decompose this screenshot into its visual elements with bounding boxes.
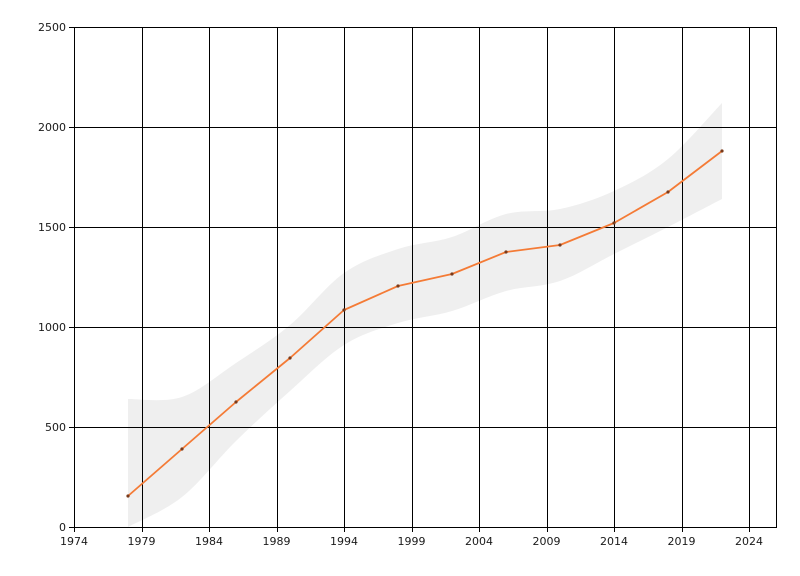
data-point-1986 — [234, 400, 238, 404]
data-point-1998 — [396, 284, 400, 288]
y-tick-label-1000: 1000 — [38, 321, 66, 334]
x-tick-label-1994: 1994 — [330, 535, 358, 548]
x-tick-label-1999: 1999 — [398, 535, 426, 548]
data-point-1990 — [288, 356, 292, 360]
x-tick-label-2014: 2014 — [600, 535, 628, 548]
confidence-band-layer — [128, 103, 722, 527]
y-tick-label-2000: 2000 — [38, 121, 66, 134]
data-point-2018 — [666, 190, 670, 194]
data-point-2022 — [720, 149, 724, 153]
data-point-1978 — [126, 494, 130, 498]
data-point-2014 — [612, 221, 616, 225]
y-tick-label-500: 500 — [45, 421, 66, 434]
y-tick-label-0: 0 — [59, 521, 66, 534]
series-line-0 — [127, 150, 723, 497]
data-point-1994 — [342, 308, 346, 312]
x-tick-label-1974: 1974 — [60, 535, 88, 548]
data-point-2006 — [504, 250, 508, 254]
x-tick-label-1984: 1984 — [195, 535, 223, 548]
x-tick-label-1989: 1989 — [263, 535, 291, 548]
x-tick-label-2024: 2024 — [735, 535, 763, 548]
series-line-layer — [127, 150, 723, 497]
confidence-band-0 — [128, 103, 722, 527]
x-tick-label-2004: 2004 — [465, 535, 493, 548]
y-tick-label-2500: 2500 — [38, 21, 66, 34]
data-point-1982 — [180, 447, 184, 451]
x-tick-label-2009: 2009 — [533, 535, 561, 548]
axis-layer: 0 500 1000 1500 2000 2500 1974 1979 1984 1989 1994… — [38, 21, 777, 548]
series-marker-layer — [126, 149, 724, 498]
y-tick-label-1500: 1500 — [38, 221, 66, 234]
x-tick-label-1979: 1979 — [128, 535, 156, 548]
data-point-2010 — [558, 243, 562, 247]
data-point-2002 — [450, 272, 454, 276]
x-tick-label-2019: 2019 — [668, 535, 696, 548]
